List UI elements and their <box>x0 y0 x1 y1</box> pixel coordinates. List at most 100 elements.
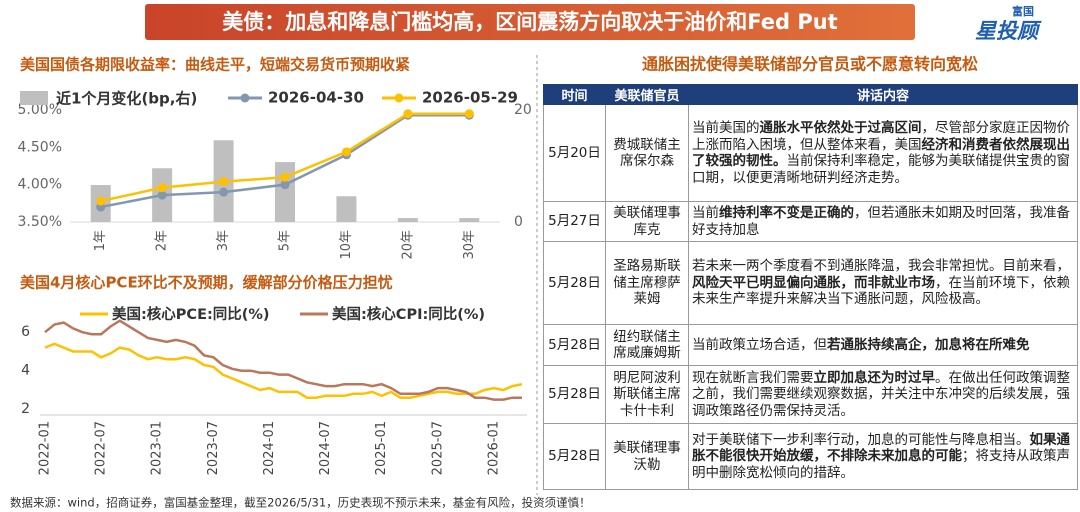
legend-dot <box>394 93 404 103</box>
y-tick-label: 3.50% <box>18 214 62 230</box>
bar <box>275 162 295 222</box>
content-cell: 对于美联储下一步利率行动，加息的可能性与降息相当。如果通胀不能很快开始放缓，不排… <box>688 423 1078 490</box>
y2-tick-label: 0 <box>514 214 523 230</box>
point <box>280 172 290 182</box>
line <box>44 342 523 399</box>
x-tick-label: 1年 <box>93 230 108 251</box>
page-title: 美债：加息和降息门槛均高，区间震荡方向取决于油价和Fed Put <box>222 10 837 34</box>
bar <box>336 196 357 222</box>
bold-text: 立即加息还为时过早 <box>813 369 936 386</box>
date-cell: 5月28日 <box>543 241 606 325</box>
text: ，在当前环境下，依赖未来生产率提升来解决当下通胀问题，风险极高。 <box>692 274 1070 308</box>
bar <box>459 218 480 222</box>
chart-title: 美国4月核心PCE环比不及预期，缓解部分价格压力担忧 <box>20 274 393 292</box>
content-cell: 当前美国的通胀水平依然处于过高区间，尽管部分家庭正因物价上涨而陷入困境，但从整体… <box>688 104 1078 202</box>
official-cell: 纽约联储主席威廉姆斯 <box>605 324 689 366</box>
date-cell: 5月28日 <box>543 423 606 490</box>
legend-label: 美国:核心CPI:同比(%) <box>332 305 485 323</box>
table-row: 5月27日 美联储理事库克 当前维持利率不变是正确的，但若通胀未如期及时回落，我准备… <box>543 201 1078 242</box>
bar <box>397 218 418 222</box>
y2-tick-label: 20 <box>514 102 532 118</box>
table-row: 5月20日 费城联储主席保尔森 当前美国的通胀水平依然处于过高区间，尽管部分家庭正因… <box>543 104 1078 202</box>
text: 若未来一两个季度看不到通胀降温，我会非常担忧。目前来看， <box>692 258 1070 275</box>
point <box>464 109 474 119</box>
footer: 数据来源：wind，招商证券，富国基金整理，截至2026/5/31，历史表现不预… <box>10 496 591 510</box>
y-tick-label: 6 <box>21 324 30 340</box>
title-banner <box>145 4 915 40</box>
legend-swatch <box>20 91 48 105</box>
x-tick-label: 2022-07 <box>94 421 109 475</box>
legend-label: 近1个月变化(bp,右) <box>56 90 197 108</box>
point <box>157 183 167 193</box>
legend-label: 美国:核心PCE:同比(%) <box>112 305 270 323</box>
content-cell: 当前维持利率不变是正确的，但若通胀未如期及时回落，我准备好支持加息 <box>688 201 1078 242</box>
point <box>96 196 106 206</box>
official-cell: 美联储理事沃勒 <box>605 423 689 490</box>
content-cell: 当前政策立场合适，但若通胀持续高企，加息将在所难免 <box>688 324 1078 366</box>
table: 时间 美联储官员 讲话内容 5月20日 费城联储主席保尔森 当前美国的通胀水平依然处… <box>543 84 1078 490</box>
y-tick-label: 4.50% <box>18 139 62 155</box>
official-cell: 费城联储主席保尔森 <box>605 104 689 202</box>
table-header: 讲话内容 <box>688 84 1078 105</box>
x-tick-label: 30年 <box>462 230 477 260</box>
text: 现在就断言我们需要 <box>692 369 814 386</box>
point <box>157 190 167 200</box>
date-cell: 5月27日 <box>543 201 606 242</box>
point <box>403 109 413 119</box>
text: ，但若通胀未如期及时回落，我准备好支持加息 <box>692 205 1070 238</box>
bold-text: 若通胀持续高企，加息将在所难免 <box>827 336 1030 353</box>
logo-brand: 富国 <box>1012 4 1034 18</box>
text: 。在做出任何政策调整之前，我们需要继续观察数据，并关注中东冲突的后续发展，强调政… <box>692 369 1070 419</box>
legend-label: 2026-04-30 <box>268 89 364 107</box>
table-row: 5月28日 圣路易斯联储主席穆萨莱姆 若未来一两个季度看不到通胀降温，我会非常担忧。… <box>543 241 1078 325</box>
bold-text: 如果通胀不能很快开始放缓，不排除未来加息的可能 <box>692 431 1070 465</box>
text: 当前美国的 <box>692 120 760 136</box>
x-tick-label: 10年 <box>339 230 354 260</box>
content-cell: 若未来一两个季度看不到通胀降温，我会非常担忧。目前来看，风险天平已明显偏向通胀，… <box>688 241 1078 325</box>
official-cell: 美联储理事库克 <box>605 201 689 242</box>
x-tick-label: 2025-01 <box>374 421 389 475</box>
bold-text: 通胀水平依然处于过高区间 <box>759 120 922 136</box>
point <box>341 147 351 157</box>
bold-text: 维持利率不变是正确的 <box>719 205 854 221</box>
x-tick-label: 2024-07 <box>318 421 333 475</box>
x-tick-label: 2026-01 <box>486 421 501 475</box>
text: 当前保持利率稳定，能够为美联储提供宝贵的窗口期，以便更清晰地研判经济走势。 <box>692 153 1070 186</box>
x-tick-label: 2023-07 <box>206 421 221 475</box>
y-tick-label: 2 <box>21 401 30 417</box>
content-cell: 现在就断言我们需要立即加息还为时过早。在做出任何政策调整之前，我们需要继续观察数… <box>688 365 1078 424</box>
table-title: 通胀困扰使得美联储部分官员或不愿意转向宽松 <box>642 55 978 74</box>
x-tick-label: 2年 <box>155 230 170 251</box>
table-row: 5月28日 纽约联储主席威廉姆斯 当前政策立场合适，但若通胀持续高企，加息将在所难免 <box>543 324 1078 366</box>
text: 对于美联储下一步利率行动，加息的可能性与降息相当。 <box>692 431 1030 448</box>
y-tick-label: 4.00% <box>18 177 62 193</box>
legend-label: 2026-05-29 <box>422 89 518 107</box>
chart-title: 美国国债各期限收益率：曲线走平，短端交易货币预期收紧 <box>20 56 410 74</box>
text: ；将支持从政策声明中删除宽松倾向的措辞。 <box>692 448 1070 481</box>
table-header: 时间 <box>543 84 606 105</box>
date-cell: 5月28日 <box>543 365 606 424</box>
bold-text: 风险天平已明显偏向通胀，而非就业市场 <box>692 274 935 291</box>
table-header: 美联储官员 <box>605 84 689 105</box>
y-tick-label: 4 <box>21 363 30 379</box>
x-tick-label: 2025-07 <box>430 421 445 475</box>
text: 当前政策立场合适，但 <box>692 336 827 353</box>
x-tick-label: 3年 <box>216 230 231 251</box>
official-cell: 圣路易斯联储主席穆萨莱姆 <box>605 241 689 325</box>
point <box>219 187 229 197</box>
y-tick-label: 5.00% <box>18 102 62 118</box>
logo-name: 星投顾 <box>975 19 1042 43</box>
x-tick-label: 2024-01 <box>262 421 277 475</box>
text: 当前 <box>692 205 719 221</box>
line <box>44 319 522 401</box>
bold-text: 经济和消费者依然展现出了较强的韧性。 <box>692 136 1070 170</box>
point <box>219 177 229 187</box>
table-row: 5月28日 美联储理事沃勒 对于美联储下一步利率行动，加息的可能性与降息相当。如果通… <box>543 423 1078 490</box>
table-row: 5月28日 明尼阿波利斯联储主席卡什卡利 现在就断言我们需要立即加息还为时过早。在做… <box>543 365 1078 424</box>
point <box>280 180 290 190</box>
legend-dot <box>240 93 250 103</box>
official-cell: 明尼阿波利斯联储主席卡什卡利 <box>605 365 689 424</box>
date-cell: 5月28日 <box>543 324 606 366</box>
